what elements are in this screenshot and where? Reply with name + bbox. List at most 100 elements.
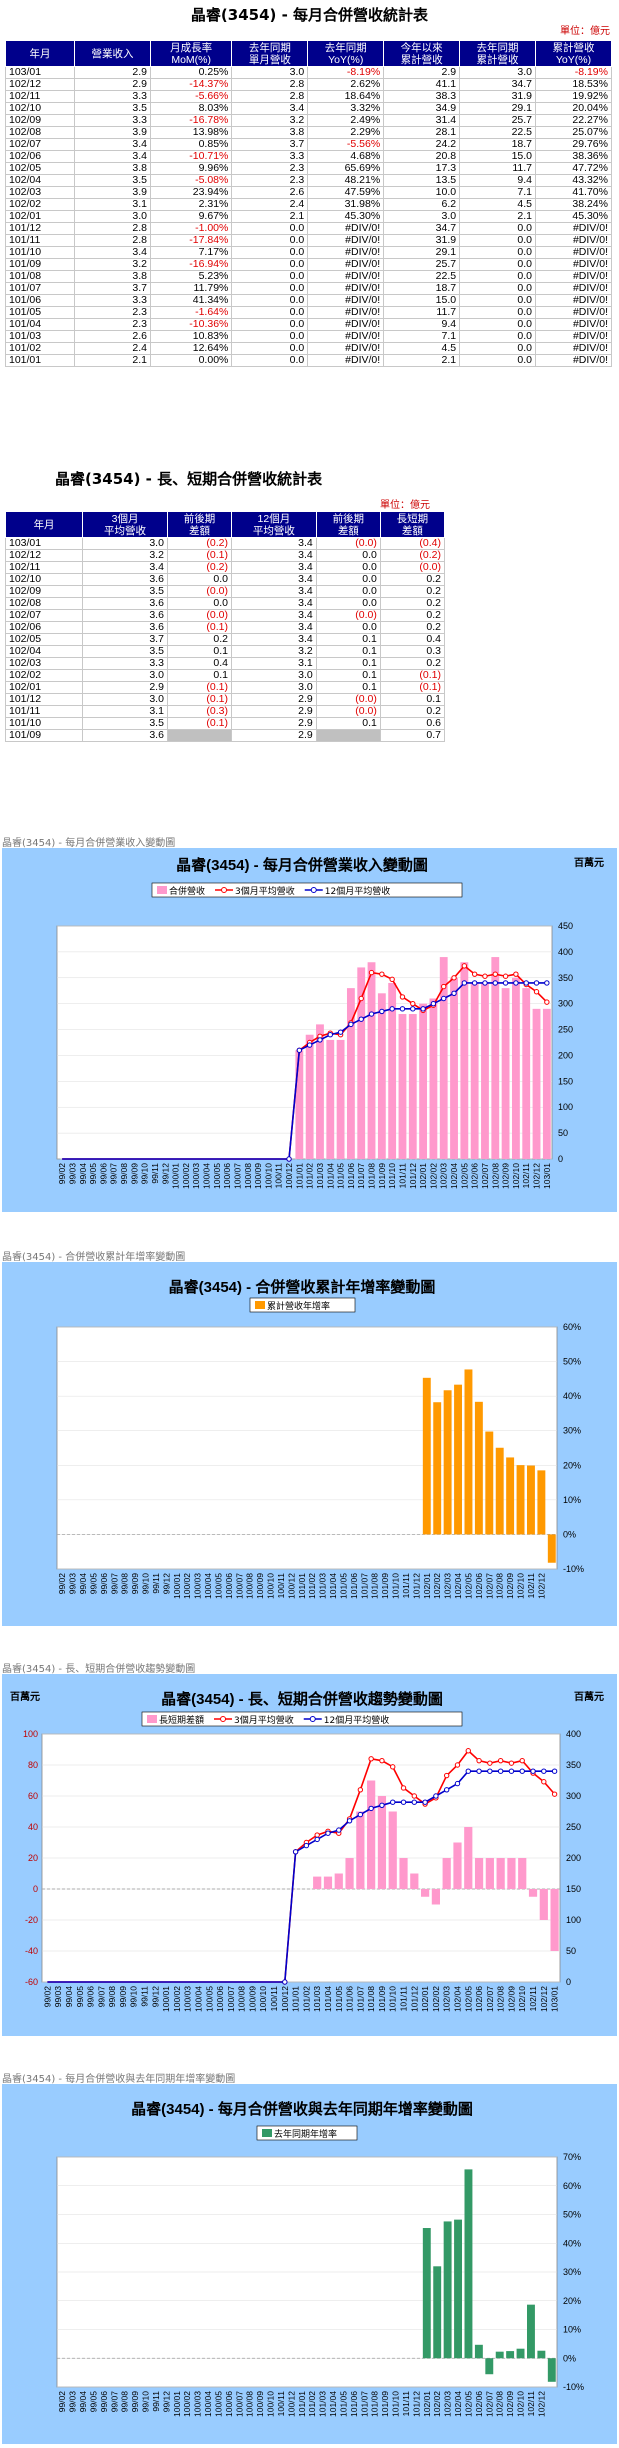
table-cell: 3.4 bbox=[231, 609, 317, 622]
bar bbox=[316, 1024, 324, 1159]
table-header: 3個月 平均營收 bbox=[82, 511, 168, 538]
y-tick-label: 40 bbox=[28, 1822, 38, 1832]
table-cell: 0.0 bbox=[459, 270, 536, 283]
table-cell: 0.4 bbox=[167, 657, 233, 670]
series-point bbox=[482, 980, 488, 986]
bar bbox=[474, 2344, 483, 2359]
bar bbox=[388, 1811, 397, 1889]
table-cell: 22.27% bbox=[535, 114, 612, 127]
table-cell: 18.7 bbox=[383, 282, 461, 295]
table-cell: 102/10 bbox=[4, 102, 76, 115]
table-cell: 3.4 bbox=[74, 246, 151, 259]
y-tick-label: 30% bbox=[563, 1426, 581, 1436]
x-tick-label: 102/12 bbox=[532, 1163, 542, 1189]
table-cell: -5.56% bbox=[307, 138, 385, 151]
x-tick-label: 101/12 bbox=[411, 2391, 421, 2417]
table-cell: 101/09 bbox=[4, 729, 84, 742]
chart2-caption: 晶睿(3454) - 合併營收累計年增率變動圖 bbox=[2, 1252, 186, 1263]
table-cell: 3.6 bbox=[82, 573, 168, 586]
series-point bbox=[348, 1021, 354, 1028]
x-tick-label: 100/08 bbox=[237, 1986, 247, 2012]
table-cell: 0.0 bbox=[231, 282, 309, 295]
table-row: 102/01 2.9 (0.1) 3.0 0.1 (0.1) bbox=[4, 681, 446, 694]
series-point bbox=[379, 1008, 385, 1015]
table-row: 101/08 3.8 5.23% 0.0 #DIV/0! 22.5 0.0 #DIV/0! bbox=[4, 270, 612, 283]
table-row: 102/02 3.1 2.31% 2.4 31.98% 6.2 4.5 38.24% bbox=[4, 198, 612, 211]
bar bbox=[410, 1873, 419, 1889]
x-tick-label: 99/09 bbox=[118, 1986, 128, 2008]
x-tick-label: 101/01 bbox=[297, 1573, 307, 1599]
table-cell: 101/01 bbox=[4, 354, 76, 367]
table-header: 今年以來 累計營收 bbox=[383, 40, 461, 67]
table-cell: #DIV/0! bbox=[535, 246, 612, 259]
bar bbox=[377, 993, 386, 1159]
table-cell: 3.5 bbox=[82, 585, 168, 598]
bar bbox=[481, 982, 489, 1159]
table-cell: 2.8 bbox=[74, 234, 151, 247]
x-tick-label: 101/12 bbox=[408, 1163, 418, 1189]
x-tick-label: 102/10 bbox=[517, 1986, 527, 2012]
x-tick-label: 102/05 bbox=[463, 1986, 473, 2012]
table-cell: 6.2 bbox=[383, 198, 461, 211]
series-point bbox=[379, 971, 385, 977]
chart-title: 晶睿(3454) - 合併營收累計年增率變動圖 bbox=[169, 1278, 436, 1296]
series-point bbox=[430, 1000, 437, 1007]
series-point bbox=[390, 1799, 396, 1805]
bar bbox=[313, 1876, 322, 1889]
x-tick-label: 99/08 bbox=[120, 2391, 130, 2413]
table-cell: 19.92% bbox=[535, 90, 612, 103]
x-tick-label: 101/08 bbox=[367, 1163, 377, 1189]
table-row: 101/02 2.4 12.64% 0.0 #DIV/0! 4.5 0.0 #DIV/0! bbox=[4, 342, 612, 355]
y-tick-label: -10% bbox=[563, 1564, 584, 1574]
x-tick-label: 99/11 bbox=[140, 1986, 150, 2007]
table-cell: 0.2 bbox=[167, 633, 233, 646]
chart1-caption: 晶睿(3454) - 每月合併營業收入變動圖 bbox=[2, 838, 176, 849]
x-tick-label: 99/04 bbox=[64, 1986, 74, 2008]
table-cell: 3.0 bbox=[231, 681, 317, 694]
table-cell: 0.0 bbox=[459, 258, 536, 271]
series-point bbox=[368, 1805, 374, 1812]
x-tick-label: 99/02 bbox=[57, 1163, 67, 1185]
x-tick-label: 102/05 bbox=[463, 2391, 473, 2417]
table-cell: 3.4 bbox=[231, 537, 317, 550]
table-row: 101/06 3.3 41.34% 0.0 #DIV/0! 15.0 0.0 #DIV/0! bbox=[4, 294, 612, 307]
long-short-revenue-table: 年月 3個月 平均營收 前後期 差額 12個月 平均營收 前後期 差額 長短期 差額 10… bbox=[4, 511, 446, 742]
bar bbox=[398, 1014, 407, 1159]
table-cell: 0.3 bbox=[380, 645, 446, 658]
x-tick-label: 101/12 bbox=[411, 1573, 421, 1599]
x-tick-label: 100/03 bbox=[193, 2391, 203, 2417]
series-point bbox=[441, 983, 447, 990]
table-cell: 102/07 bbox=[4, 609, 84, 622]
table-cell: 18.64% bbox=[307, 90, 385, 103]
table-cell: -5.08% bbox=[150, 174, 233, 187]
bar bbox=[443, 2221, 452, 2359]
table-cell: 2.31% bbox=[150, 198, 233, 211]
table-cell: 0.2 bbox=[380, 573, 446, 586]
x-tick-label: 102/06 bbox=[474, 1986, 484, 2012]
table-cell: 102/09 bbox=[4, 114, 76, 127]
table-cell: 45.30% bbox=[535, 210, 612, 223]
x-tick-label: 101/06 bbox=[349, 2391, 359, 2417]
plot-area bbox=[56, 925, 553, 1160]
table-cell: 3.2 bbox=[231, 645, 317, 658]
x-tick-label: 99/10 bbox=[141, 1573, 151, 1595]
x-tick-label: 101/10 bbox=[388, 1986, 398, 2012]
x-tick-label: 100/11 bbox=[269, 1986, 279, 2012]
table-cell: 7.17% bbox=[150, 246, 233, 259]
table-cell: 10.83% bbox=[150, 330, 233, 343]
table-cell: 0.0 bbox=[231, 294, 309, 307]
x-tick-label: 102/07 bbox=[484, 1573, 494, 1599]
x-tick-label: 102/02 bbox=[432, 2391, 442, 2417]
table-row: 101/07 3.7 11.79% 0.0 #DIV/0! 18.7 0.0 #DIV/0! bbox=[4, 282, 612, 295]
series-point bbox=[420, 1006, 426, 1012]
table-cell: 12.64% bbox=[150, 342, 233, 355]
table-row: 101/09 3.6 2.9 0.7 bbox=[4, 729, 446, 742]
series-point bbox=[379, 1802, 385, 1809]
table-cell: #DIV/0! bbox=[307, 246, 385, 259]
x-tick-label: 100/02 bbox=[181, 1163, 191, 1189]
table-cell: 0.0 bbox=[316, 585, 381, 598]
x-tick-label: 101/07 bbox=[359, 2391, 369, 2417]
table-cell: #DIV/0! bbox=[535, 222, 612, 235]
table-cell: 3.3 bbox=[74, 114, 151, 127]
